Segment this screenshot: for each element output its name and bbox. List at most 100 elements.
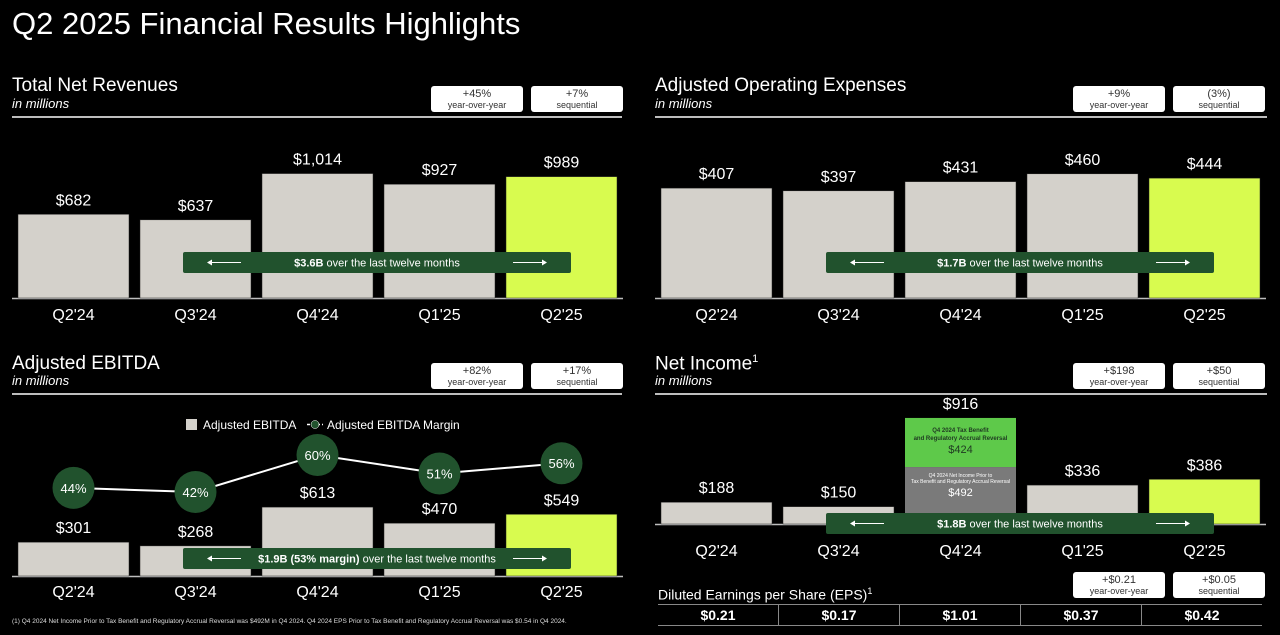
ebitda-legend-label: Adjusted EBITDA Margin xyxy=(327,418,460,432)
ebitda-category-label: Q2'24 xyxy=(52,584,94,601)
ebitda-margin-label: 56% xyxy=(548,456,574,471)
eps-seq-badge: +$0.05 sequential xyxy=(1173,572,1265,598)
net_income-value-label: $150 xyxy=(821,485,857,502)
ebitda-margin-label: 42% xyxy=(182,485,208,500)
opex-ltm-left-arrowhead xyxy=(850,259,855,266)
revenue-ltm-right-arrowhead xyxy=(542,259,547,266)
net_income-category-label: Q3'24 xyxy=(817,543,859,560)
revenue-value-label: $637 xyxy=(178,198,214,215)
net_income-stack-top-value: $424 xyxy=(948,444,972,456)
ebitda-value-label: $268 xyxy=(178,524,214,541)
ebitda-legend-swatch-point xyxy=(310,420,320,429)
opex-bar xyxy=(660,187,773,299)
footnote: (1) Q4 2024 Net Income Prior to Tax Bene… xyxy=(12,618,567,625)
opex-value-label: $444 xyxy=(1187,156,1223,173)
ebitda-bar xyxy=(17,541,130,577)
ebitda-margin-point xyxy=(296,434,339,476)
ebitda-yoy-badge: +82% year-over-year xyxy=(431,363,523,389)
net_income-ltm-right-arrowhead xyxy=(1185,520,1190,527)
net-income-title: Net Income1 xyxy=(655,353,759,375)
ebitda-legend-swatch-bars xyxy=(186,419,197,430)
eps-cell: $0.21 xyxy=(658,605,779,625)
revenue-bar xyxy=(383,183,496,299)
ebitda-value-label: $301 xyxy=(56,520,92,537)
net_income-category-label: Q1'25 xyxy=(1061,543,1103,560)
net_income-category-label: Q2'25 xyxy=(1183,543,1225,560)
eps-cell: $0.42 xyxy=(1184,607,1220,623)
opex-bar xyxy=(1148,177,1261,299)
revenue-value-label: $1,014 xyxy=(293,152,342,169)
opex-ltm-text: $1.7B over the last twelve months xyxy=(937,258,1103,270)
revenue-ltm-banner xyxy=(183,252,571,273)
ebitda-category-label: Q1'25 xyxy=(418,584,460,601)
eps-table: $0.21 $0.17 $1.01 $0.37 $0.42 xyxy=(658,604,1262,626)
revenue-seq-badge: +7% sequential xyxy=(531,86,623,112)
ebitda-category-label: Q4'24 xyxy=(296,584,338,601)
ebitda-ltm-left-arrowhead xyxy=(207,555,212,562)
opex-value-label: $407 xyxy=(699,166,735,183)
opex-category-label: Q3'24 xyxy=(817,307,859,324)
ebitda-seq-badge: +17% sequential xyxy=(531,363,623,389)
revenue-yoy-badge: +45% year-over-year xyxy=(431,86,523,112)
opex-ltm-right-arrowhead xyxy=(1185,259,1190,266)
net_income-value-label: $386 xyxy=(1187,457,1223,474)
net_income-value-label: $188 xyxy=(699,480,735,497)
revenue-category-label: Q2'24 xyxy=(52,307,94,324)
opex-value-label: $397 xyxy=(821,169,857,186)
ebitda-value-label: $613 xyxy=(300,485,336,502)
eps-cell: $0.37 xyxy=(1021,605,1142,625)
ebitda-value-label: $549 xyxy=(544,492,580,509)
ebitda-margin-point xyxy=(52,466,95,509)
net_income-ltm-text: $1.8B over the last twelve months xyxy=(937,519,1103,531)
opex-ltm-banner xyxy=(826,252,1214,273)
ebitda-category-label: Q2'25 xyxy=(540,584,582,601)
revenue-value-label: $927 xyxy=(422,162,458,179)
opex-bar xyxy=(782,190,895,299)
opex-bar xyxy=(1026,173,1139,299)
revenue-title: Total Net Revenues xyxy=(12,75,178,96)
opex-yoy-badge: +9% year-over-year xyxy=(1073,86,1165,112)
opex-category-label: Q4'24 xyxy=(939,307,981,324)
net-income-seq-badge: +$50 sequential xyxy=(1173,363,1265,389)
opex-bar xyxy=(904,181,1017,299)
ebitda-margin-label: 60% xyxy=(304,448,330,463)
revenue-category-label: Q2'25 xyxy=(540,307,582,324)
net_income-stack-top-label: Q4 2024 Tax Benefit and Regulatory Accrua… xyxy=(914,428,1008,442)
net-income-divider xyxy=(655,393,1267,395)
opex-category-label: Q2'24 xyxy=(695,307,737,324)
net-income-yoy-badge: +$198 year-over-year xyxy=(1073,363,1165,389)
opex-value-label: $431 xyxy=(943,160,979,177)
revenue-category-label: Q3'24 xyxy=(174,307,216,324)
ebitda-ltm-text: $1.9B (53% margin) over the last twelve … xyxy=(258,554,496,566)
net_income-stack-bottom-label: Q4 2024 Net Income Prior to Tax Benefit a… xyxy=(911,473,1010,485)
revenue-bar xyxy=(261,173,374,299)
ebitda-margin-point xyxy=(174,471,217,513)
page-title: Q2 2025 Financial Results Highlights xyxy=(12,6,521,41)
ebitda-ltm-right-arrowhead xyxy=(542,555,547,562)
ebitda-margin-point xyxy=(418,452,461,495)
opex-category-label: Q2'25 xyxy=(1183,307,1225,324)
net_income-ltm-left-arrowhead xyxy=(850,520,855,527)
opex-divider xyxy=(655,116,1267,118)
eps-cell: $1.01 xyxy=(900,605,1021,625)
net_income-category-label: Q2'24 xyxy=(695,543,737,560)
revenue-bar xyxy=(17,214,130,299)
ebitda-subtitle: in millions xyxy=(12,373,70,388)
net_income-stack-top-bar xyxy=(905,417,1016,468)
ebitda-margin-label: 44% xyxy=(60,481,86,496)
ebitda-title: Adjusted EBITDA xyxy=(12,353,160,374)
eps-yoy-badge: +$0.21 year-over-year xyxy=(1073,572,1165,598)
revenue-category-label: Q1'25 xyxy=(418,307,460,324)
net-income-subtitle: in millions xyxy=(655,373,713,388)
ebitda-legend-label: Adjusted EBITDA xyxy=(203,418,296,432)
net_income-category-label: Q4'24 xyxy=(939,543,981,560)
ebitda-divider xyxy=(12,393,622,395)
ebitda-category-label: Q3'24 xyxy=(174,584,216,601)
ebitda-value-label: $470 xyxy=(422,501,458,518)
opex-subtitle: in millions xyxy=(655,96,713,111)
revenue-category-label: Q4'24 xyxy=(296,307,338,324)
opex-seq-badge: (3%) sequential xyxy=(1173,86,1265,112)
net_income-bar xyxy=(660,501,773,525)
eps-cell: $0.17 xyxy=(779,605,900,625)
